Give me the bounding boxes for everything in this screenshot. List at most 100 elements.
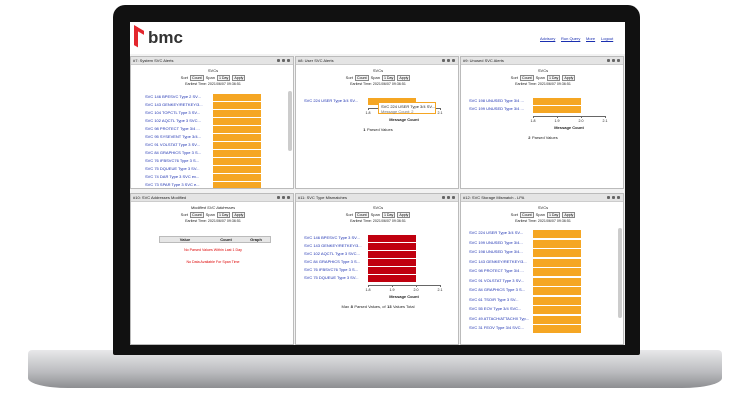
bar-label[interactable]: SVC 49 ATTACH/ATTACHX Typ... xyxy=(469,315,530,321)
bar[interactable] xyxy=(213,94,261,101)
scrollbar[interactable] xyxy=(288,91,292,151)
bar[interactable] xyxy=(368,275,416,282)
bar-label[interactable]: SVC 199 UNUSED Type 3/4... xyxy=(469,239,523,245)
bar[interactable] xyxy=(213,166,261,173)
bar[interactable] xyxy=(213,102,261,109)
apply-button[interactable]: Apply xyxy=(562,75,576,81)
dropdown[interactable]: Count xyxy=(355,75,369,81)
bar-label[interactable]: SVC 143 GENKEY/RETKEY/3... xyxy=(469,258,527,264)
bar-label[interactable]: SVC 84 GRAPHICS Type 3 S... xyxy=(469,287,525,292)
bar[interactable] xyxy=(533,306,581,314)
apply-button[interactable]: Apply xyxy=(562,212,576,218)
bar-label[interactable]: SVC 199 UNUSED Type 3/4 ... xyxy=(469,106,524,111)
dropdown[interactable]: 1 Day xyxy=(216,212,231,218)
bar-label[interactable]: SVC 75 DQUEUE Type 3 SV... xyxy=(304,275,359,280)
panel-icon[interactable] xyxy=(442,196,445,199)
nav-link[interactable]: Run Query xyxy=(561,36,581,41)
dropdown[interactable]: Count xyxy=(520,75,534,81)
bar[interactable] xyxy=(368,267,416,274)
bar-label[interactable]: SVC 95 SYSEVENT Type 3/4... xyxy=(145,134,201,139)
bar[interactable] xyxy=(533,268,581,276)
bar-label[interactable]: SVC 76 IFBSVC76 Type 3 S... xyxy=(145,158,199,163)
dropdown[interactable]: Count xyxy=(190,75,204,81)
bar-label[interactable]: SVC 75 DQUEUE Type 3 SV... xyxy=(145,166,200,171)
panel-icon[interactable] xyxy=(452,59,455,62)
bar-label[interactable]: SVC 98 PROTECT Type 3/4 ... xyxy=(145,126,200,131)
bar-label[interactable]: SVC 91 VOLSTAT Type 3 SV... xyxy=(469,277,524,283)
bar-label[interactable]: SVC 31 FEOV Type 3/4 SVC... xyxy=(469,325,524,330)
bar-label[interactable]: SVC 224 USER Type 3/4 SV... xyxy=(469,230,524,235)
bar-label[interactable]: SVC 55 EOV Type 3/4 SVC... xyxy=(469,306,522,311)
dropdown[interactable]: 1 Day xyxy=(216,75,231,81)
nav-link[interactable]: Logout xyxy=(601,36,614,41)
panel-icon[interactable] xyxy=(607,196,610,199)
nav-link[interactable]: More xyxy=(586,36,596,41)
bar-label[interactable]: SVC 84 GRAPHICS Type 3 S... xyxy=(304,259,360,264)
panel-icon[interactable] xyxy=(282,59,285,62)
apply-button[interactable]: Apply xyxy=(232,75,246,81)
panel-icon[interactable] xyxy=(617,59,620,62)
bar[interactable] xyxy=(213,182,261,188)
panel-icon[interactable] xyxy=(447,196,450,199)
apply-button[interactable]: Apply xyxy=(397,212,411,218)
bar-label[interactable]: SVC 102 AQCTL Type 3 SVC... xyxy=(304,251,360,256)
bar[interactable] xyxy=(533,325,581,333)
panel-icon[interactable] xyxy=(612,196,615,199)
bar-label[interactable]: SVC 143 GENKEY/RETKEY/3... xyxy=(145,102,203,107)
bar[interactable] xyxy=(213,174,261,181)
bar-label[interactable]: SVC 102 AQCTL Type 3 SVC... xyxy=(145,118,201,123)
panel-icon[interactable] xyxy=(612,59,615,62)
bar[interactable] xyxy=(533,277,581,286)
panel-icon[interactable] xyxy=(282,196,285,199)
panel-icon[interactable] xyxy=(452,196,455,199)
panel-icon[interactable] xyxy=(287,196,290,199)
bar[interactable] xyxy=(213,110,261,117)
dropdown[interactable]: Count xyxy=(190,212,204,218)
bar[interactable] xyxy=(368,98,416,105)
bar-label[interactable]: SVC 73 SPAR Type 3 SVC e... xyxy=(145,182,200,187)
apply-button[interactable]: Apply xyxy=(232,212,246,218)
bar[interactable] xyxy=(533,106,581,113)
dropdown[interactable]: Count xyxy=(520,212,534,218)
bar[interactable] xyxy=(533,287,581,295)
bar-label[interactable]: SVC 74 DAR Type 3 SVC ex... xyxy=(145,174,200,179)
bar[interactable] xyxy=(533,315,581,324)
dropdown[interactable]: 1 Day xyxy=(381,75,396,81)
dropdown[interactable]: Count xyxy=(355,212,369,218)
nav-link[interactable]: Advisory xyxy=(540,36,556,41)
scrollbar[interactable] xyxy=(618,228,622,318)
bar[interactable] xyxy=(533,258,581,267)
panel-icon[interactable] xyxy=(277,196,280,199)
bar-label[interactable]: SVC 143 GENKEY/RETKEY/3... xyxy=(304,243,362,248)
bar[interactable] xyxy=(213,126,261,133)
apply-button[interactable]: Apply xyxy=(397,75,411,81)
bar[interactable] xyxy=(368,251,416,258)
bar-label[interactable]: SVC 198 UNUSED Type 3/4... xyxy=(469,249,523,254)
bar-label[interactable]: SVC 61 TSO/R Type 3 SV... xyxy=(469,296,519,302)
bar[interactable] xyxy=(533,230,581,238)
bar-label[interactable]: SVC 198 UNUSED Type 3/4 ... xyxy=(469,98,524,103)
bar-label[interactable]: SVC 104 TOPCTL Type 3 SV... xyxy=(145,110,201,115)
panel-icon[interactable] xyxy=(442,59,445,62)
bar[interactable] xyxy=(213,142,261,149)
panel-icon[interactable] xyxy=(277,59,280,62)
bar[interactable] xyxy=(533,296,581,305)
dropdown[interactable]: 1 Day xyxy=(546,212,561,218)
bar[interactable] xyxy=(368,243,416,250)
bar[interactable] xyxy=(213,134,261,141)
panel-icon[interactable] xyxy=(447,59,450,62)
bar[interactable] xyxy=(368,235,416,242)
bar-label[interactable]: SVC 84 GRAPHICS Type 3 S... xyxy=(145,150,201,155)
bar-label[interactable]: SVC 146 BPESVC Type 3 SV... xyxy=(304,235,360,240)
bar-label[interactable]: SVC 76 IFBSVC76 Type 3 S... xyxy=(304,267,358,272)
bar-label[interactable]: SVC 146 BPESVC Type 2 SV... xyxy=(145,94,201,99)
bar[interactable] xyxy=(213,158,261,165)
dropdown[interactable]: 1 Day xyxy=(546,75,561,81)
panel-icon[interactable] xyxy=(287,59,290,62)
bar[interactable] xyxy=(368,259,416,266)
bar[interactable] xyxy=(533,239,581,248)
dropdown[interactable]: 1 Day xyxy=(381,212,396,218)
bar[interactable] xyxy=(213,150,261,157)
bar-label[interactable]: SVC 224 USER Type 3/4 SV... xyxy=(304,98,359,103)
panel-icon[interactable] xyxy=(617,196,620,199)
